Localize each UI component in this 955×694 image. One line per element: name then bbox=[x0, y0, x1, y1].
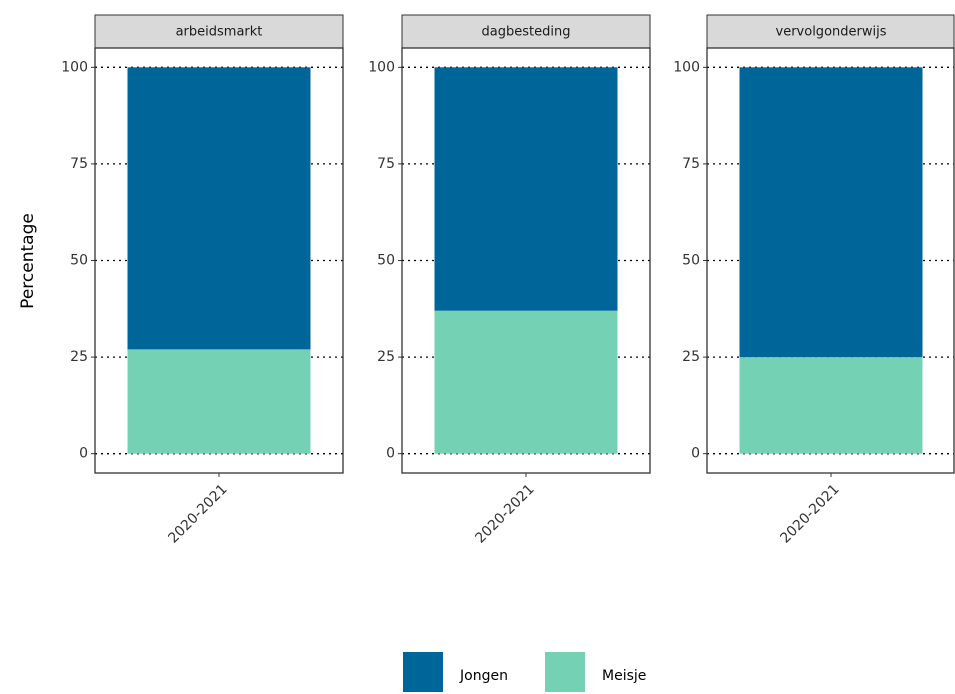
bar-segment bbox=[127, 67, 311, 350]
bar-segment bbox=[434, 67, 618, 311]
strip bbox=[94, 14, 344, 49]
y-tick-label: 100 bbox=[61, 59, 88, 75]
y-tick-label: 25 bbox=[682, 349, 700, 365]
y-tick-label: 25 bbox=[70, 349, 88, 365]
y-tick-label: 75 bbox=[682, 156, 700, 172]
strip-label: arbeidsmarkt bbox=[176, 25, 263, 40]
legend-key bbox=[403, 652, 443, 692]
y-tick-label: 25 bbox=[377, 349, 395, 365]
x-tick-label: 2020-2021 bbox=[472, 481, 537, 546]
legend-label: Meisje bbox=[602, 668, 646, 684]
y-axis-label: Percentage bbox=[18, 213, 38, 309]
y-tick-label: 0 bbox=[386, 446, 395, 462]
y-tick-label: 50 bbox=[682, 253, 700, 269]
y-tick-label: 75 bbox=[70, 156, 88, 172]
legend-label: Jongen bbox=[459, 668, 508, 684]
strip-label: dagbesteding bbox=[482, 25, 571, 40]
y-tick-label: 50 bbox=[377, 253, 395, 269]
x-tick-label: 2020-2021 bbox=[165, 481, 230, 546]
y-tick-label: 0 bbox=[691, 446, 700, 462]
y-tick-label: 0 bbox=[79, 446, 88, 462]
y-tick-label: 75 bbox=[377, 156, 395, 172]
y-tick-label: 100 bbox=[673, 59, 700, 75]
legend-key bbox=[545, 652, 585, 692]
bar-segment bbox=[434, 310, 618, 454]
strip bbox=[401, 14, 651, 49]
y-tick-label: 50 bbox=[70, 253, 88, 269]
strip-label: vervolgonderwijs bbox=[776, 25, 887, 40]
bar-segment bbox=[127, 349, 311, 454]
bar-segment bbox=[739, 67, 923, 358]
y-tick-label: 100 bbox=[368, 59, 395, 75]
strip bbox=[706, 14, 955, 49]
x-tick-label: 2020-2021 bbox=[777, 481, 842, 546]
bar-segment bbox=[739, 357, 923, 454]
